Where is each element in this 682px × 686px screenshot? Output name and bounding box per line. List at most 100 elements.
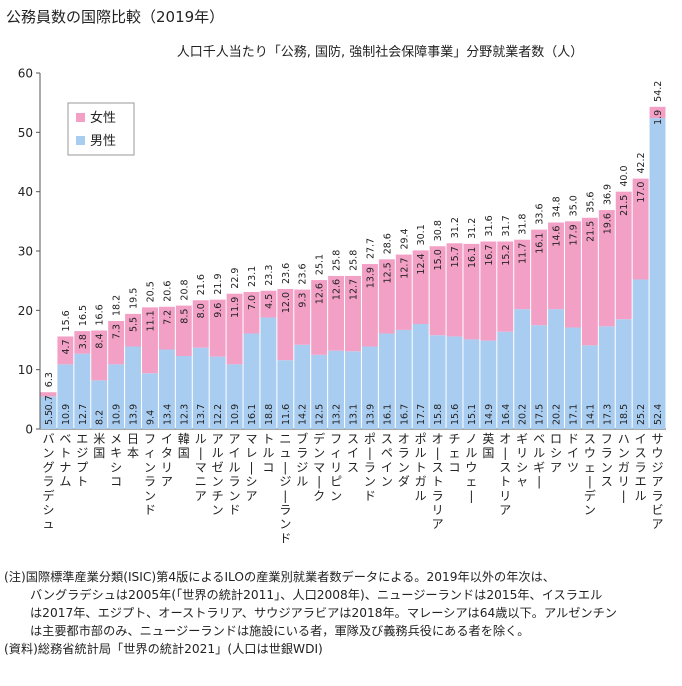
data-label-total: 31.7 (501, 215, 512, 236)
data-label-male: 13.2 (332, 404, 343, 425)
data-label-male: 12.5 (315, 404, 326, 425)
data-label-male: 13.9 (129, 404, 140, 425)
x-tick-label: オ|ストリア (499, 432, 511, 517)
bar-segment-male (260, 317, 277, 429)
bar-segment-female (243, 291, 260, 334)
bar-segment-female (328, 275, 345, 351)
bar-segment-male (91, 380, 108, 429)
page-title: 公務員数の国際比較（2019年） (6, 8, 225, 26)
data-label-male: 15.6 (450, 404, 461, 425)
bar-segment-female (125, 313, 142, 347)
data-label-total: 6.3 (44, 372, 55, 387)
data-label-female: 12.0 (281, 292, 292, 313)
data-label-female: 9.6 (213, 303, 224, 318)
bar-segment-female (91, 330, 108, 381)
x-tick-label: サウジアラビア (652, 432, 664, 531)
bar-segment-male (548, 309, 564, 429)
data-label-total: 23.6 (298, 263, 309, 284)
data-label-male: 15.1 (467, 404, 478, 425)
bar-segment-female (40, 392, 57, 397)
data-label-male: 18.8 (264, 404, 275, 425)
data-label-total: 19.5 (129, 288, 140, 309)
bar-segment-male (412, 323, 429, 429)
data-label-male: 13.7 (196, 404, 207, 425)
data-label-female: 3.8 (78, 334, 89, 349)
bar-segment-female (158, 306, 175, 350)
x-tick-label: イスラエル (635, 432, 647, 503)
x-tick-label: ノルウェ| (465, 432, 477, 503)
data-label-female: 17.9 (568, 224, 579, 245)
data-label-male: 13.4 (162, 404, 173, 425)
data-label-male: 10.9 (61, 404, 72, 425)
bar-segment-male (598, 326, 615, 429)
legend-label-female: 女性 (90, 110, 116, 126)
data-label-total: 29.4 (399, 228, 410, 249)
bar-segment-female (294, 289, 311, 345)
bar-segment-male (531, 325, 548, 429)
data-label-total: 34.8 (552, 196, 563, 217)
bar-segment-male (446, 336, 463, 429)
bar-segment-female (649, 106, 666, 119)
bar-segment-male (328, 350, 345, 429)
data-label-total: 16.6 (95, 304, 106, 325)
data-label-female: 12.7 (399, 258, 410, 279)
data-label-male: 16.7 (399, 404, 410, 425)
data-label-total: 35.0 (568, 195, 579, 216)
bar-segment-female (514, 239, 531, 310)
data-label-male: 12.2 (213, 404, 224, 425)
data-label-male: 12.3 (179, 404, 190, 425)
data-label-male: 17.3 (602, 404, 613, 425)
data-label-female: 12.7 (349, 279, 360, 300)
data-label-male: 14.1 (585, 404, 596, 425)
data-label-male: 17.7 (416, 404, 427, 425)
data-label-male: 16.1 (247, 404, 258, 425)
data-label-female: 5.5 (129, 317, 140, 332)
bar-segment-male (192, 347, 209, 429)
bar-segment-male (311, 354, 328, 429)
x-tick-label: 日本 (127, 432, 139, 460)
data-label-total: 30.8 (433, 220, 444, 241)
data-label-total: 20.8 (179, 279, 190, 300)
data-label-female: 11.1 (145, 310, 156, 331)
data-label-total: 36.9 (602, 184, 613, 205)
data-label-total: 42.2 (636, 152, 647, 173)
x-tick-label: スペイン (381, 432, 393, 489)
bar-segment-male (40, 396, 57, 429)
y-tick-label: 30 (18, 245, 33, 259)
data-label-female: 11.9 (230, 297, 241, 318)
bar-segment-male (125, 346, 142, 429)
data-label-female: 8.0 (196, 303, 207, 318)
stacked-bar-chart: 人口千人当たり「公務, 国防, 強制社会保障事業」分野就業者数（人） 0 10 20 3… (18, 44, 666, 545)
data-label-total: 23.6 (281, 263, 292, 284)
data-label-female: 16.1 (467, 247, 478, 268)
bar-segment-male (480, 340, 497, 429)
legend-box (67, 102, 135, 156)
data-label-female: 15.7 (450, 246, 461, 267)
data-label-male: 16.4 (501, 404, 512, 425)
data-label-total: 23.1 (247, 266, 258, 287)
data-label-total: 54.2 (653, 81, 664, 102)
x-tick-label: マレ|シア (245, 432, 257, 503)
data-label-male: 20.2 (518, 404, 529, 425)
bar-segment-female (497, 241, 514, 332)
x-tick-label: 韓国 (178, 432, 190, 460)
x-tick-label: 米国 (93, 432, 105, 460)
x-tick-label: デンマ|ク (313, 431, 325, 503)
bar-segment-female (581, 217, 598, 346)
y-tick-label: 0 (25, 423, 33, 437)
data-label-male: 52.4 (653, 404, 664, 425)
bar-segment-male (361, 346, 378, 429)
data-label-female: 4.5 (264, 294, 275, 309)
bar-segment-female (564, 221, 581, 328)
bar-segment-female (480, 241, 497, 341)
x-tick-label: ベルギ| (533, 432, 545, 489)
source-line: (資料)総務省統計局「世界の統計2021」(人口は世銀WDI) (4, 642, 323, 656)
data-label-female: 19.6 (602, 213, 613, 234)
data-label-female: 11.7 (518, 243, 529, 264)
bar-segment-female (142, 307, 158, 374)
bar-segment-female (108, 321, 125, 365)
bar-segment-male (142, 373, 158, 429)
data-label-total: 16.5 (78, 305, 89, 326)
bar-segment-female (412, 250, 429, 324)
bar-segment-male (277, 360, 294, 429)
